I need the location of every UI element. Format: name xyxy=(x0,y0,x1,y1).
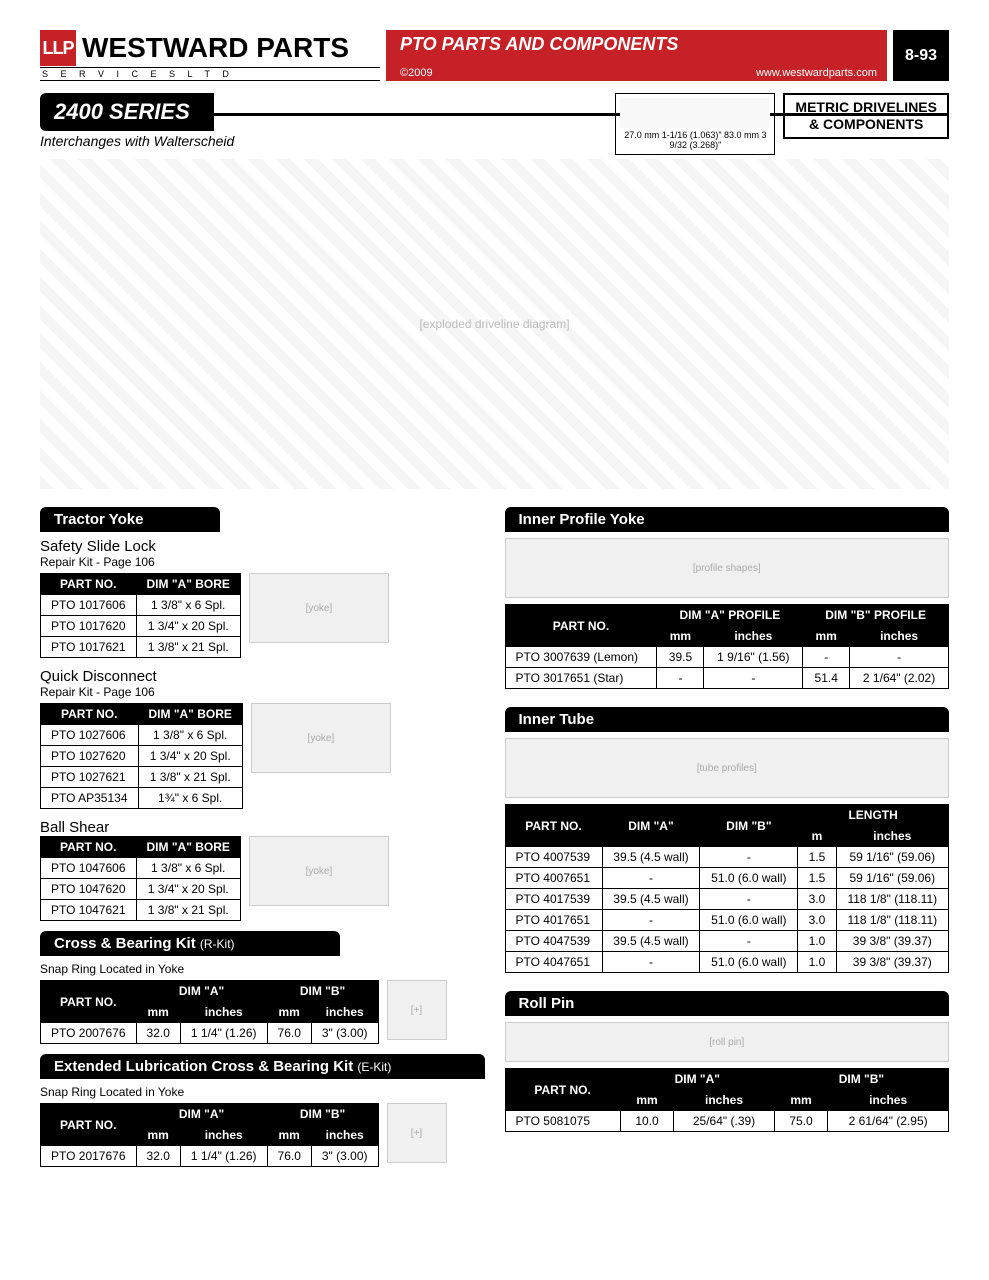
section-cross-kit: Cross & Bearing Kit (R-Kit) xyxy=(40,931,340,956)
quick-disconnect-sub: Repair Kit - Page 106 xyxy=(40,685,485,699)
roll-pin-image: [roll pin] xyxy=(505,1022,950,1062)
roll-pin-table: PART NO.DIM "A"DIM "B" mminchesmminches … xyxy=(505,1068,950,1132)
quick-disconnect-title: Quick Disconnect xyxy=(40,668,485,685)
ball-shear-title: Ball Shear xyxy=(40,819,485,836)
website-url: www.westwardparts.com xyxy=(756,67,877,79)
inner-profile-table: PART NO.DIM "A" PROFILEDIM "B" PROFILE m… xyxy=(505,604,950,689)
safety-slide-table: PART NO.DIM "A" BORE PTO 10176061 3/8" x… xyxy=(40,573,241,658)
series-badge: 2400 SERIES xyxy=(40,93,214,131)
inner-profile-image: [profile shapes] xyxy=(505,538,950,598)
metric-box: METRIC DRIVELINES & COMPONENTS xyxy=(783,93,949,139)
header-title: PTO PARTS AND COMPONENTS xyxy=(400,34,877,55)
cross-kit-image: [+] xyxy=(387,980,447,1040)
ball-shear-image: [yoke] xyxy=(249,836,389,906)
ext-kit-table: PART NO.DIM "A"DIM "B" mminchesmminches … xyxy=(40,1103,379,1167)
cross-kit-table: PART NO.DIM "A"DIM "B" mminchesmminches … xyxy=(40,980,379,1044)
company-name: WESTWARD PARTS xyxy=(82,32,349,64)
logo-block: LLP WESTWARD PARTS S E R V I C E S L T D xyxy=(40,30,380,81)
inner-tube-table: PART NO.DIM "A"DIM "B"LENGTH minches PTO… xyxy=(505,804,950,973)
header-redbar: PTO PARTS AND COMPONENTS ©2009 www.westw… xyxy=(386,30,887,81)
safety-slide-image: [yoke] xyxy=(249,573,389,643)
quick-disconnect-image: [yoke] xyxy=(251,703,391,773)
section-roll-pin: Roll Pin xyxy=(505,991,950,1016)
diagram-placeholder: [exploded driveline diagram] xyxy=(40,159,949,489)
company-subline: S E R V I C E S L T D xyxy=(40,67,380,81)
section-ext-kit: Extended Lubrication Cross & Bearing Kit… xyxy=(40,1054,485,1079)
copyright: ©2009 xyxy=(400,67,433,79)
ext-kit-sub: Snap Ring Located in Yoke xyxy=(40,1085,485,1099)
quick-disconnect-table: PART NO.DIM "A" BORE PTO 10276061 3/8" x… xyxy=(40,703,243,809)
ball-shear-table: PART NO.DIM "A" BORE PTO 10476061 3/8" x… xyxy=(40,836,241,921)
bearing-sketch: 27.0 mm 1-1/16 (1.063)" 83.0 mm 3 9/32 (… xyxy=(615,93,775,155)
section-tractor-yoke: Tractor Yoke xyxy=(40,507,220,532)
section-inner-tube: Inner Tube xyxy=(505,707,950,732)
inner-tube-image: [tube profiles] xyxy=(505,738,950,798)
page-number: 8-93 xyxy=(893,30,949,81)
exploded-diagram: [exploded driveline diagram] xyxy=(40,159,949,489)
right-column: Inner Profile Yoke [profile shapes] PART… xyxy=(505,507,950,1177)
left-column: Tractor Yoke Safety Slide Lock Repair Ki… xyxy=(40,507,485,1177)
page-header: LLP WESTWARD PARTS S E R V I C E S L T D… xyxy=(40,30,949,81)
safety-slide-sub: Repair Kit - Page 106 xyxy=(40,555,485,569)
safety-slide-title: Safety Slide Lock xyxy=(40,538,485,555)
ext-kit-image: [+] xyxy=(387,1103,447,1163)
section-inner-profile: Inner Profile Yoke xyxy=(505,507,950,532)
logo-icon: LLP xyxy=(40,30,76,66)
cross-kit-sub: Snap Ring Located in Yoke xyxy=(40,962,485,976)
